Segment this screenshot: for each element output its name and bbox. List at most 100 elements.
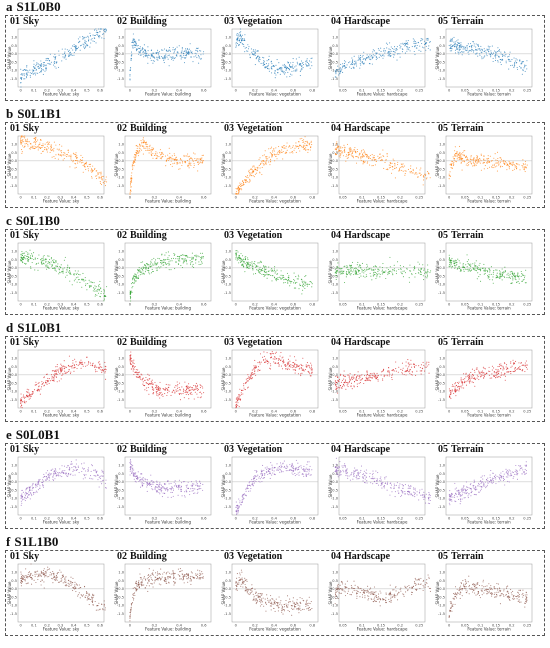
scatter-point — [136, 277, 138, 279]
scatter-point — [130, 181, 132, 183]
scatter-point — [448, 44, 450, 46]
scatter-point — [58, 54, 60, 56]
scatter-point — [26, 77, 28, 79]
scatter-point — [134, 365, 136, 368]
y-tick-label: -1.0 — [438, 176, 446, 180]
scatter-point — [259, 272, 261, 274]
scatter-point — [45, 265, 47, 268]
scatter-point — [198, 56, 200, 58]
scatter-point — [393, 56, 395, 58]
scatter-point — [76, 281, 78, 283]
scatter-point — [355, 150, 357, 152]
scatter-point — [492, 53, 494, 55]
scatter-point — [23, 136, 25, 138]
scatter-point — [55, 265, 57, 267]
scatter-point — [474, 266, 476, 268]
panel-number: 01 — [10, 123, 20, 134]
scatter-point — [334, 275, 336, 277]
scatter-point — [192, 159, 194, 161]
scatter-point — [152, 55, 154, 58]
scatter-point — [360, 64, 362, 66]
scatter-point — [334, 152, 337, 155]
scatter-point — [84, 285, 87, 287]
scatter-point — [177, 387, 179, 389]
scatter-point — [423, 40, 425, 42]
scatter-point — [38, 144, 40, 146]
scatter-point — [89, 46, 91, 48]
scatter-point — [353, 267, 355, 270]
scatter-point — [357, 261, 359, 264]
scatter-point — [390, 55, 392, 57]
scatter-point — [148, 270, 150, 272]
scatter-point — [190, 391, 192, 393]
scatter-point — [143, 44, 145, 46]
scatter-point — [522, 159, 524, 161]
scatter-point — [257, 265, 259, 267]
scatter-point — [47, 62, 49, 64]
scatter-point — [514, 165, 516, 167]
scatter-point — [151, 382, 153, 384]
scatter-point — [132, 162, 134, 165]
scatter-point — [458, 53, 460, 55]
scatter-point — [498, 50, 500, 52]
scatter-point — [173, 158, 175, 160]
scatter-point — [144, 380, 146, 382]
scatter-point — [493, 270, 495, 272]
scatter-point — [478, 269, 480, 271]
x-tick-label: 0.1 — [359, 303, 365, 307]
scatter-point — [35, 65, 37, 67]
scatter-point — [525, 166, 527, 168]
y-tick-label: 1.0 — [439, 142, 445, 146]
scatter-point — [25, 251, 27, 253]
scatter-point — [28, 392, 30, 394]
scatter-point — [56, 61, 58, 63]
scatter-point — [132, 44, 134, 46]
scatter-point — [389, 53, 391, 55]
scatter-point — [334, 272, 336, 274]
scatter-point — [135, 371, 137, 373]
scatter-point — [491, 164, 494, 166]
x-tick-label: 0.8 — [309, 196, 315, 200]
scatter-point — [495, 274, 497, 276]
scatter-point — [490, 56, 492, 58]
scatter-point — [515, 163, 517, 165]
scatter-point — [273, 150, 275, 152]
scatter-point — [348, 148, 350, 150]
scatter-point — [415, 42, 417, 44]
scatter-point — [297, 147, 300, 149]
x-tick-label: 0.4 — [176, 196, 182, 200]
scatter-point — [156, 386, 158, 389]
scatter-point — [252, 166, 254, 168]
scatter-point — [386, 155, 388, 157]
scatter-point — [291, 74, 293, 76]
scatter-point — [152, 52, 154, 54]
scatter-point — [525, 167, 527, 169]
scatter-point — [413, 40, 415, 43]
scatter-point — [424, 173, 426, 175]
scatter-point — [77, 38, 79, 40]
scatter-point — [95, 290, 97, 292]
panel-label: Vegetation — [237, 123, 283, 134]
x-tick-label: 0.05 — [461, 89, 469, 93]
y-tick-label: 0.5 — [225, 365, 231, 369]
scatter-point — [388, 271, 390, 273]
scatter-point — [485, 50, 487, 52]
scatter-point — [70, 366, 72, 368]
scatter-point — [335, 272, 337, 275]
scatter-point — [183, 155, 185, 158]
scatter-point — [89, 362, 91, 364]
scatter-point — [356, 151, 358, 153]
scatter-point — [358, 270, 361, 272]
scatter-point — [62, 271, 64, 273]
scatter-point — [261, 174, 263, 176]
scatter-point — [188, 48, 191, 50]
scatter-point — [360, 160, 362, 162]
scatter-point — [405, 43, 407, 45]
scatter-point — [21, 407, 23, 409]
panel-title: 04 Hardscape — [331, 123, 390, 134]
scatter-point — [456, 264, 458, 266]
scatter-point — [483, 168, 485, 170]
scatter-point — [404, 165, 406, 167]
scatter-point — [23, 256, 25, 258]
